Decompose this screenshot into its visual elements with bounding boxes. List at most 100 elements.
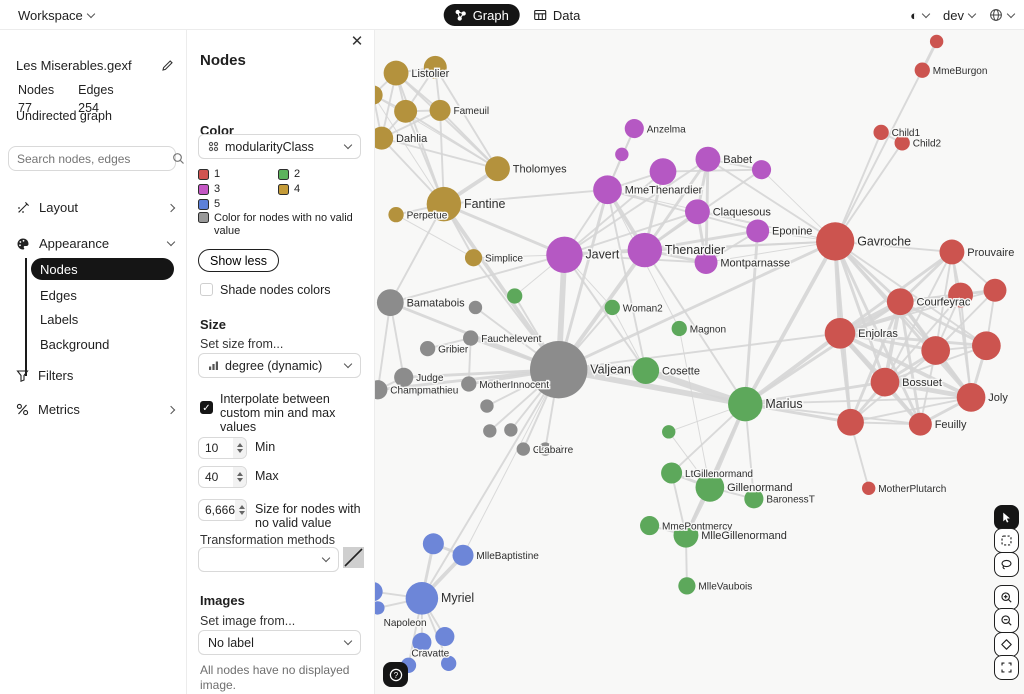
graph-node-judge[interactable] — [394, 367, 414, 387]
help-button[interactable]: ? — [383, 662, 408, 687]
shade-colors-checkbox[interactable] — [200, 283, 213, 296]
graph-node-perpetue[interactable] — [388, 207, 404, 223]
graph-node-anzelma[interactable] — [624, 118, 644, 139]
max-size-stepper[interactable]: 40 — [198, 466, 247, 488]
fullscreen-button[interactable] — [994, 655, 1019, 681]
network-visualization[interactable]: Listolier Fameuil Dahlia Tholomyes Fantine Pe… — [375, 30, 1024, 694]
graph-node[interactable] — [751, 160, 772, 180]
graph-node-child1[interactable] — [873, 124, 889, 141]
graph-node[interactable] — [983, 278, 1007, 302]
graph-node-javert[interactable] — [546, 236, 583, 274]
lasso-selection-button[interactable] — [994, 551, 1019, 577]
graph-node-napoleon[interactable] — [375, 601, 385, 615]
graph-node[interactable] — [615, 147, 629, 162]
image-field-select[interactable]: No label — [198, 630, 361, 655]
marquee-selection-button[interactable] — [994, 528, 1019, 554]
graph-node-motherplutarch[interactable] — [861, 481, 876, 495]
graph-node[interactable] — [441, 655, 457, 672]
graph-node-fantine[interactable] — [426, 186, 462, 222]
graph-node-claquesous[interactable] — [684, 199, 710, 225]
show-less-button[interactable]: Show less — [198, 249, 279, 272]
graph-node[interactable] — [649, 158, 677, 185]
graph-node[interactable] — [507, 288, 523, 304]
graph-node-cravatte[interactable] — [412, 632, 432, 652]
stepper-arrows-icon[interactable] — [233, 438, 246, 458]
sidebar-item-background[interactable]: Background — [31, 333, 174, 355]
graph-node-fameuil[interactable] — [429, 99, 451, 121]
theme-selector[interactable]: ◐ — [910, 8, 931, 23]
min-size-stepper[interactable]: 10 — [198, 437, 247, 459]
close-icon[interactable]: ✕ — [350, 33, 364, 50]
select-tool-button[interactable] — [994, 505, 1019, 530]
graph-node-child2[interactable] — [894, 135, 910, 151]
graph-node-magnon[interactable] — [671, 320, 687, 337]
language-selector[interactable] — [989, 8, 1016, 22]
sidebar-item-nodes[interactable]: Nodes — [31, 258, 174, 280]
version-selector[interactable]: dev — [943, 8, 977, 23]
graph-node-feuilly[interactable] — [908, 412, 932, 436]
graph-node-babet[interactable] — [695, 146, 721, 172]
interpolate-checkbox[interactable]: ✓ — [200, 401, 213, 414]
graph-node[interactable] — [662, 425, 676, 439]
graph-node[interactable] — [435, 627, 455, 647]
graph-canvas[interactable]: Listolier Fameuil Dahlia Tholomyes Fantine Pe… — [375, 30, 1024, 694]
sidebar-item-layout[interactable]: Layout — [16, 200, 176, 215]
search-input[interactable] — [17, 151, 172, 166]
graph-node-courfeyrac[interactable] — [886, 288, 914, 316]
graph-node[interactable] — [375, 85, 383, 105]
graph-node-baronesst[interactable] — [744, 489, 764, 509]
sidebar-item-edges[interactable]: Edges — [31, 284, 174, 306]
graph-node[interactable] — [423, 55, 447, 79]
graph-node[interactable] — [921, 336, 951, 365]
graph-node[interactable] — [837, 408, 864, 436]
graph-node-enjolras[interactable] — [824, 317, 856, 349]
graph-node-mmethenardier[interactable] — [593, 175, 622, 205]
graph-node-valjean[interactable] — [529, 340, 588, 399]
graph-node[interactable] — [422, 533, 444, 555]
graph-node-bossuet[interactable] — [870, 367, 900, 397]
size-field-select[interactable]: degree (dynamic) — [198, 353, 361, 378]
graph-node-fauchelevent[interactable] — [463, 330, 479, 346]
graph-node-champmathieu[interactable] — [375, 380, 388, 400]
graph-node-mmepontmercy[interactable] — [640, 516, 660, 536]
graph-node-gervais[interactable] — [516, 442, 530, 456]
graph-node-cosette[interactable] — [632, 357, 660, 385]
color-field-select[interactable]: modularityClass — [198, 134, 361, 159]
graph-node[interactable] — [468, 300, 483, 315]
graph-node[interactable] — [504, 423, 518, 437]
graph-node-gillenormand[interactable] — [695, 472, 725, 502]
graph-node[interactable] — [375, 582, 383, 601]
zoom-in-button[interactable] — [994, 584, 1019, 610]
no-valid-size-stepper[interactable]: 6,666 — [198, 499, 247, 521]
stepper-arrows-icon[interactable] — [233, 467, 246, 487]
graph-node-myriel[interactable] — [405, 582, 439, 615]
graph-node-listolier[interactable] — [383, 60, 409, 86]
tab-graph[interactable]: Graph — [443, 4, 520, 26]
sidebar-item-appearance[interactable]: Appearance — [16, 236, 176, 251]
graph-node-joly[interactable] — [956, 383, 986, 412]
graph-node-montparnasse[interactable] — [694, 251, 718, 274]
graph-node-gribier[interactable] — [419, 340, 436, 357]
graph-node[interactable] — [948, 282, 973, 308]
graph-node-mllevaubois[interactable] — [678, 577, 696, 595]
sidebar-item-filters[interactable]: Filters — [16, 368, 174, 383]
graph-node[interactable] — [480, 399, 494, 413]
graph-node-bamatabois[interactable] — [376, 289, 404, 317]
graph-node[interactable] — [394, 99, 418, 123]
zoom-reset-button[interactable] — [994, 631, 1019, 657]
sidebar-item-labels[interactable]: Labels — [31, 308, 174, 330]
graph-node[interactable] — [929, 34, 944, 49]
graph-node-dahlia[interactable] — [375, 126, 394, 150]
graph-node-simplice[interactable] — [464, 249, 483, 267]
stepper-arrows-icon[interactable] — [235, 500, 246, 520]
graph-node[interactable] — [972, 331, 1001, 361]
graph-node-eponine[interactable] — [746, 219, 770, 243]
graph-node-gavroche[interactable] — [816, 222, 855, 261]
sidebar-item-metrics[interactable]: Metrics — [16, 402, 176, 417]
graph-node-mmeburgon[interactable] — [914, 62, 930, 78]
zoom-out-button[interactable] — [994, 608, 1019, 634]
pencil-icon[interactable] — [161, 59, 174, 72]
graph-node-woman2[interactable] — [604, 299, 620, 316]
graph-node-labarre[interactable] — [538, 442, 553, 456]
graph-node-motherinnocent[interactable] — [461, 376, 477, 392]
